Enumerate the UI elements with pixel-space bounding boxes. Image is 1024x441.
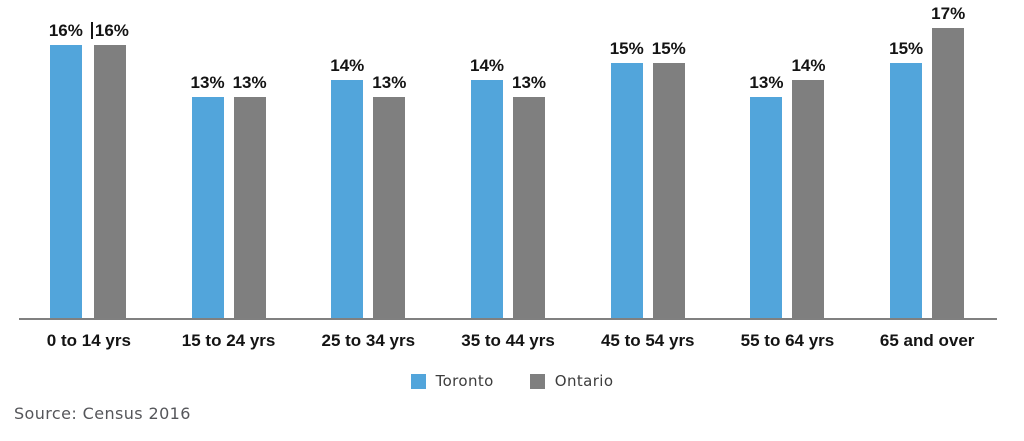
value-label: 15% [652, 40, 686, 57]
value-label: 14% [470, 57, 504, 74]
bar-toronto [49, 45, 82, 319]
bar-cell-ontario: 14% [791, 57, 825, 319]
bar-group: 13% 14% [718, 0, 858, 319]
legend-item-toronto: Toronto [410, 372, 494, 390]
bar-cell-toronto: 14% [470, 57, 504, 319]
bar-ontario [93, 45, 126, 319]
value-label: 13% [191, 74, 225, 91]
bar-toronto [191, 97, 224, 319]
bar-cell-ontario: 13% [372, 74, 406, 319]
label-overlap-tick [90, 22, 93, 39]
category-label: 65 and over [879, 331, 975, 350]
category-label: 35 to 44 yrs [461, 331, 555, 350]
legend-label: Toronto [435, 372, 494, 390]
source-note: Source: Census 2016 [14, 404, 191, 423]
bar-cell-ontario: 15% [652, 40, 686, 319]
value-label-text: 13% [372, 73, 407, 92]
value-label: 13% [233, 74, 267, 91]
bar-cell-ontario: 16% [90, 21, 129, 319]
bar-cell-ontario: 13% [512, 74, 546, 319]
plot-area: 16% 16% 13% 13% 14% 13% 14% 13% 15% 15% 13% 14% 15% 1… [19, 0, 997, 319]
value-label-text: 16% [48, 21, 83, 40]
legend-label: Ontario [554, 372, 614, 390]
bar-group: 15% 17% [857, 0, 997, 319]
value-label: 16% [49, 22, 83, 39]
category-label: 45 to 54 yrs [600, 331, 695, 350]
value-label: 13% [749, 74, 783, 91]
bar-cell-toronto: 16% [49, 22, 83, 319]
legend-swatch-toronto [410, 373, 426, 389]
value-label-text: 14% [330, 56, 365, 75]
bar-group: 13% 13% [159, 0, 299, 319]
bar-cell-toronto: 13% [749, 74, 783, 319]
category-label: 15 to 24 yrs [181, 331, 276, 350]
value-label: 13% [372, 74, 406, 91]
value-label-text: 14% [791, 56, 826, 75]
value-label: 15% [610, 40, 644, 57]
bar-toronto [750, 97, 783, 319]
bar-group: 16% 16% [19, 0, 159, 319]
bar-cell-toronto: 13% [191, 74, 225, 319]
bar-group: 14% 13% [438, 0, 578, 319]
value-label: 14% [330, 57, 364, 74]
value-label-text: 17% [931, 4, 966, 23]
value-label-text: 14% [469, 56, 505, 75]
legend-item-ontario: Ontario [529, 372, 614, 390]
x-axis-line [19, 318, 997, 320]
value-label-text: 13% [749, 73, 784, 92]
value-label-text: 13% [232, 73, 267, 92]
value-label-text: 13% [512, 73, 547, 92]
category-axis: 0 to 14 yrs 15 to 24 yrs 25 to 34 yrs 35 to… [19, 331, 997, 351]
bar-toronto [610, 63, 643, 319]
bar-ontario [373, 97, 406, 319]
bar-ontario [513, 97, 546, 319]
bar-group: 14% 13% [298, 0, 438, 319]
bar-ontario [792, 80, 825, 319]
value-label-text: 15% [889, 39, 924, 58]
legend: Toronto Ontario [0, 372, 1024, 390]
value-label-text: 13% [190, 73, 225, 92]
bar-toronto [890, 63, 923, 319]
category-label: 25 to 34 yrs [321, 331, 416, 350]
value-label: 17% [931, 5, 965, 22]
value-label-text: 15% [651, 39, 686, 58]
bar-ontario [932, 28, 965, 319]
bar-cell-toronto: 15% [889, 40, 923, 319]
value-label-text: 16% [94, 21, 129, 40]
value-label: 13% [512, 74, 546, 91]
bar-ontario [652, 63, 685, 319]
bar-cell-toronto: 15% [610, 40, 644, 319]
value-label-text: 15% [609, 39, 644, 58]
category-label: 55 to 64 yrs [740, 331, 835, 350]
legend-swatch-ontario [529, 373, 545, 389]
value-label: 15% [889, 40, 923, 57]
bar-cell-toronto: 14% [330, 57, 364, 319]
bar-group: 15% 15% [578, 0, 718, 319]
bar-cell-ontario: 13% [233, 74, 267, 319]
bar-toronto [471, 80, 503, 319]
category-label: 0 to 14 yrs [46, 331, 131, 350]
bar-ontario [233, 97, 266, 319]
bar-cell-ontario: 17% [931, 5, 965, 319]
bar-toronto [331, 80, 364, 319]
value-label: 14% [791, 57, 825, 74]
value-label: 16% [90, 21, 129, 40]
